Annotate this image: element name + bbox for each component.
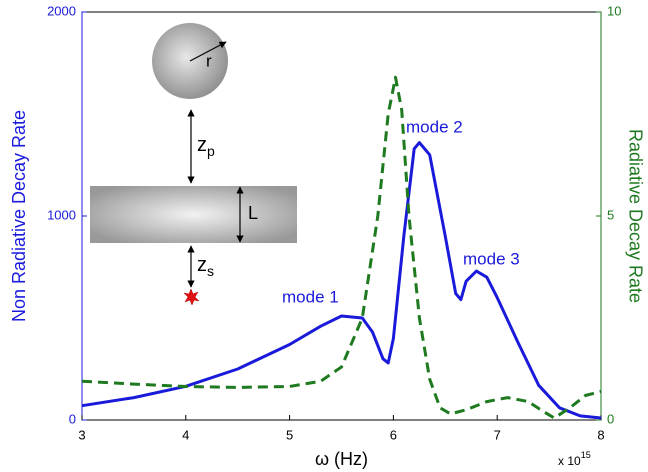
y-tick-label: 1000	[47, 207, 76, 222]
x-scale-exponent: 15	[581, 450, 591, 460]
x-axis-label: ω (Hz)	[315, 449, 368, 469]
annotation: mode 2	[406, 117, 463, 136]
y-axis-label: Non Radiative Decay Rate	[9, 110, 29, 322]
zs-label: zs	[197, 254, 214, 278]
y2-axis-label: Radiative Decay Rate	[625, 129, 645, 303]
annotation: mode 1	[282, 287, 339, 306]
x-tick-label: 5	[286, 427, 293, 442]
y2-tick-label: 5	[607, 207, 614, 222]
x-tick-label: 4	[182, 427, 189, 442]
x-tick-label: 3	[78, 427, 85, 442]
annotation: mode 3	[463, 249, 520, 268]
series-line	[81, 141, 602, 420]
x-tick-label: 8	[597, 427, 604, 442]
zp-label: zp	[197, 134, 215, 158]
y2-tick-label: 0	[607, 411, 614, 426]
slab	[90, 186, 297, 243]
x-scale-label: x 1015	[558, 450, 591, 468]
inset-diagram: r zp L zs	[90, 23, 297, 306]
emitter	[183, 288, 200, 306]
radius-arrow	[189, 41, 227, 62]
radius-label: r	[206, 51, 212, 70]
y-tick-label: 0	[69, 411, 76, 426]
x-tick-label: 7	[494, 427, 501, 442]
x-tick-label: 6	[390, 427, 397, 442]
series-line	[81, 75, 602, 420]
x-scale-base: x 10	[558, 454, 581, 468]
y-tick-label: 2000	[47, 3, 76, 18]
thickness-label: L	[248, 203, 258, 223]
plot-area	[81, 11, 602, 421]
y2-tick-label: 10	[607, 3, 621, 18]
